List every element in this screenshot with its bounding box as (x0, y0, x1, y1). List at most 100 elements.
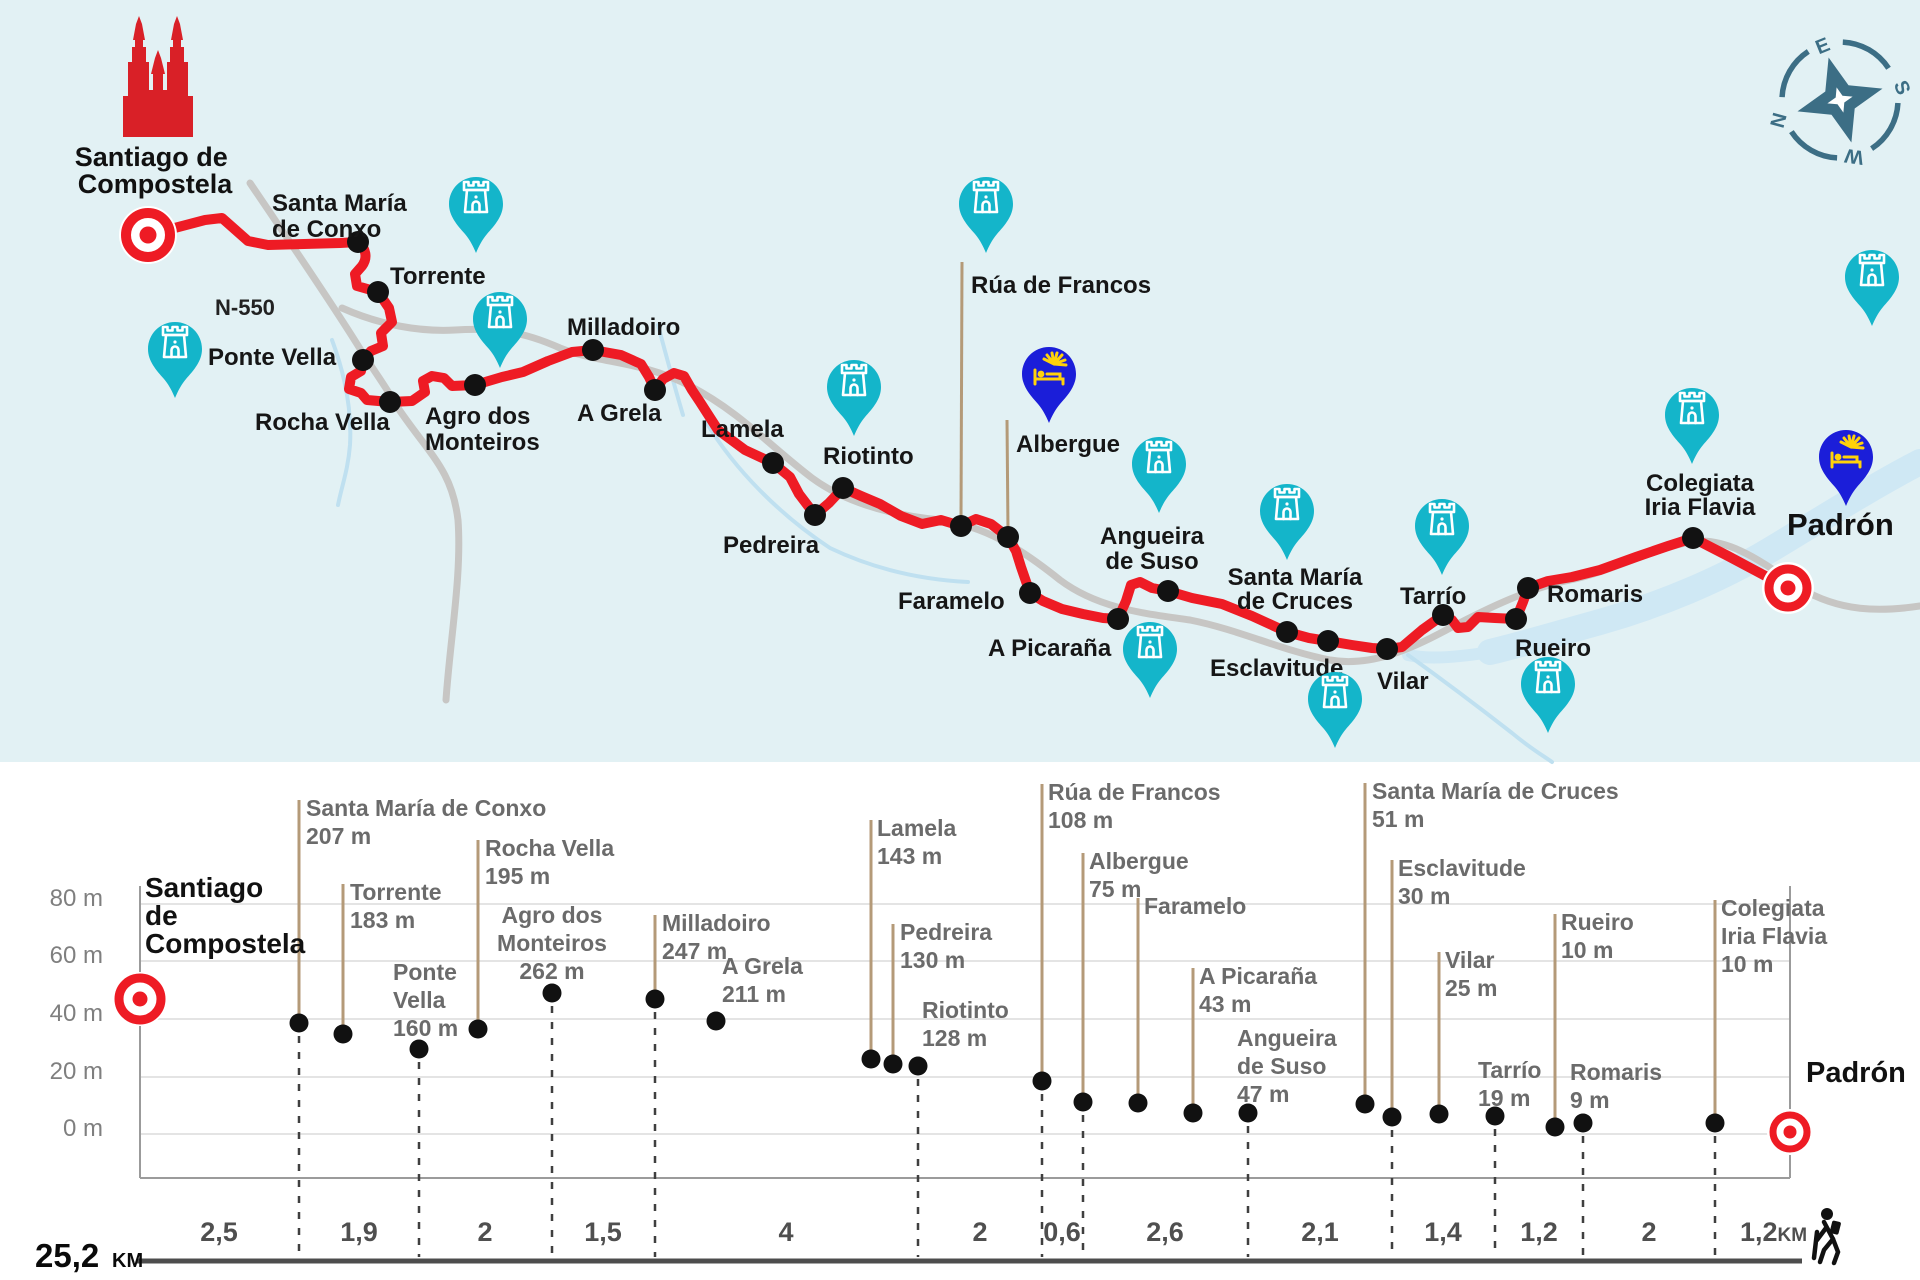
profile-label-esclavitude: Esclavitude 30 m (1398, 855, 1526, 909)
map-label-angueira-de-suso: Angueira de Suso (1100, 523, 1205, 575)
river-padron-tail (1402, 646, 1496, 664)
cathedral-icon (123, 16, 193, 137)
map-label-torrente: Torrente (390, 263, 486, 290)
map-leader-lines (959, 261, 1010, 532)
total-distance-value: 25,2 (35, 1237, 99, 1274)
segment-distance-2: 2 (477, 1217, 492, 1247)
map-label-pedreira: Pedreira (723, 532, 820, 559)
map-dot-milladoiro (582, 339, 604, 361)
profile-dot-rocha-vella (468, 1019, 488, 1039)
profile-dot-agro-dos-monteiros (542, 983, 562, 1003)
hiker-icon (1811, 1208, 1841, 1266)
map-dot-a-picarana (1107, 608, 1129, 630)
profile-label-rueiro: Rueiro 10 m (1561, 909, 1634, 963)
profile-label-angueira-de-suso: Angueira de Suso 47 m (1237, 1025, 1337, 1107)
river-vilar (1406, 653, 1554, 764)
river-lamela (704, 420, 970, 584)
map-dot-rua-de-francos (950, 515, 972, 537)
map-dot-agro-dos-monteiros (464, 374, 486, 396)
map-dot-tarrio (1432, 604, 1454, 626)
map-dot-pedreira (804, 504, 826, 526)
profile-label-tarrio: Tarrío 19 m (1478, 1057, 1541, 1111)
segment-distance-4: 4 (778, 1217, 793, 1247)
profile-end-target (1767, 1109, 1813, 1155)
profile-label-santa-maria-de-cruces: Santa María de Cruces 51 m (1372, 778, 1619, 832)
profile-label-milladoiro: Milladoiro 247 m (662, 910, 771, 964)
ytick-60m: 60 m (50, 942, 103, 969)
profile-ytick-labels: 80 m 60 m 40 m 20 m 0 m (50, 885, 103, 1142)
profile-label-santa-maria-de-conxo: Santa María de Conxo 207 m (306, 795, 546, 849)
profile-dot-ponte-vella (409, 1039, 429, 1059)
map-dot-esclavitude (1317, 630, 1339, 652)
profile-label-vilar: Vilar 25 m (1445, 947, 1497, 1001)
road-n550 (246, 179, 402, 412)
map-label-ponte-vella: Ponte Vella (208, 344, 337, 371)
profile-grid (140, 903, 1790, 1135)
map-dot-vilar (1376, 638, 1398, 660)
map-dot-santa-maria-de-conxo (347, 231, 369, 253)
map-rivers (330, 323, 1920, 764)
profile-dot-lamela (861, 1049, 881, 1069)
map-dot-riotinto (832, 477, 854, 499)
profile-dots (289, 983, 1725, 1137)
map-padron-label: Padrón (1787, 507, 1894, 542)
road-south (394, 404, 463, 704)
map-label-a-picarana: A Picaraña (988, 635, 1112, 662)
profile-label-agro-dos-monteiros: Agro dos Monteiros 262 m (497, 902, 607, 984)
ytick-40m: 40 m (50, 1000, 103, 1027)
map-dot-santa-maria-de-cruces (1276, 621, 1298, 643)
segment-distance-11: 2 (1641, 1217, 1656, 1247)
map-label-vilar: Vilar (1377, 668, 1429, 695)
map-dot-rueiro (1505, 608, 1527, 630)
profile-dot-santa-maria-de-cruces (1355, 1094, 1375, 1114)
map-label-romaris: Romaris (1547, 581, 1643, 608)
road-n550-label: N-550 (215, 295, 275, 320)
compass-n: N (1767, 111, 1792, 131)
segment-distance-1: 1,9 (340, 1217, 378, 1247)
profile-padron-label: Padrón (1806, 1057, 1906, 1089)
map-label-milladoiro: Milladoiro (567, 314, 680, 341)
profile-leader-lines (297, 783, 1717, 1127)
compass-w: W (1843, 144, 1865, 168)
profile-label-rua-de-francos: Rúa de Francos 108 m (1048, 779, 1221, 833)
map-label-tarrio: Tarrío (1400, 583, 1466, 610)
ytick-80m: 80 m (50, 885, 103, 912)
river-padron (1477, 449, 1920, 665)
segment-distance-6: 0,6 (1043, 1217, 1081, 1247)
profile-start-title: Santiago de Compostela (145, 872, 306, 959)
profile-dot-a-picarana (1183, 1103, 1203, 1123)
profile-point-labels: Santa María de Conxo 207 m Torrente 183 m Po… (306, 778, 1827, 1113)
map-label-a-grela: A Grela (577, 400, 662, 427)
profile-label-a-grela: A Grela 211 m (722, 953, 803, 1007)
profile-dot-angueira-de-suso (1238, 1103, 1258, 1123)
total-distance-unit: KM (112, 1250, 143, 1272)
map-dot-torrente (367, 281, 389, 303)
profile-label-albergue: Albergue 75 m (1089, 848, 1189, 902)
map-leader-line (959, 261, 964, 521)
map-label-lamela: Lamela (701, 416, 784, 443)
profile-dot-albergue (1073, 1092, 1093, 1112)
map-dot-albergue (997, 526, 1019, 548)
segment-distance-10: 1,2 (1520, 1217, 1558, 1247)
profile-label-romaris: Romaris 9 m (1570, 1059, 1662, 1113)
profile-start-target (113, 972, 167, 1026)
profile-label-faramelo: Faramelo (1144, 893, 1246, 919)
profile-label-lamela: Lamela 143 m (877, 815, 956, 869)
map-start-target (119, 206, 177, 264)
map-label-rocha-vella: Rocha Vella (255, 409, 390, 436)
profile-label-riotinto: Riotinto 128 m (922, 997, 1009, 1051)
map-dot-romaris (1517, 577, 1539, 599)
profile-dot-vilar (1429, 1104, 1449, 1124)
profile-dot-faramelo (1128, 1093, 1148, 1113)
map-dot-lamela (762, 452, 784, 474)
compass-icon: E S W N (1767, 34, 1915, 168)
map-background (0, 0, 1920, 762)
map-label-santa-maria-de-conxo: Santa María de Conxo (272, 190, 407, 243)
profile-dot-milladoiro (645, 989, 665, 1009)
profile-dot-esclavitude (1382, 1107, 1402, 1127)
profile-dot-rueiro (1545, 1117, 1565, 1137)
profile-dot-rua-de-francos (1032, 1071, 1052, 1091)
profile-dot-pedreira (883, 1054, 903, 1074)
